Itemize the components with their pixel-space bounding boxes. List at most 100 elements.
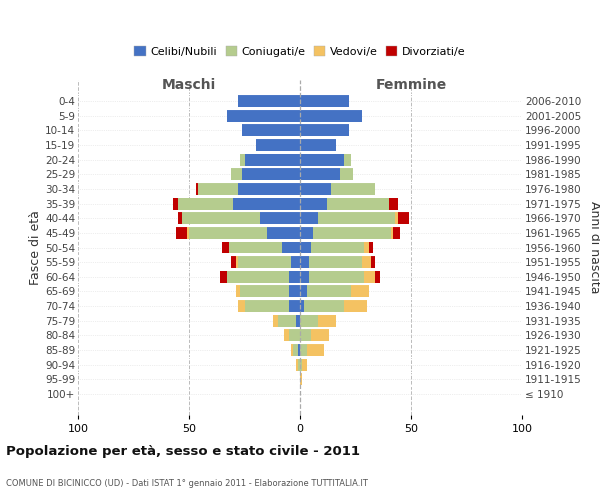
Bar: [231, 256, 236, 268]
Text: COMUNE DI BICINICCO (UD) - Dati ISTAT 1° gennaio 2011 - Elaborazione TUTTITALIA.: COMUNE DI BICINICCO (UD) - Dati ISTAT 1°…: [6, 479, 368, 488]
Bar: [300, 330, 311, 342]
Bar: [300, 286, 307, 298]
Bar: [300, 95, 349, 107]
Bar: [369, 242, 373, 254]
Bar: [318, 212, 395, 224]
Bar: [318, 314, 335, 326]
Bar: [393, 227, 400, 239]
Bar: [266, 227, 300, 239]
Bar: [300, 344, 307, 356]
Y-axis label: Fasce di età: Fasce di età: [29, 210, 42, 285]
Bar: [198, 183, 238, 195]
Bar: [236, 256, 238, 268]
Bar: [300, 373, 302, 385]
Bar: [284, 330, 289, 342]
Bar: [331, 183, 376, 195]
Y-axis label: Anni di nascita: Anni di nascita: [588, 201, 600, 294]
Bar: [240, 286, 289, 298]
Bar: [189, 227, 266, 239]
Bar: [238, 256, 291, 268]
Bar: [300, 300, 304, 312]
Bar: [182, 212, 260, 224]
Bar: [227, 271, 289, 283]
Bar: [309, 256, 362, 268]
Bar: [196, 183, 198, 195]
Bar: [389, 198, 398, 209]
Bar: [300, 124, 349, 136]
Bar: [227, 110, 300, 122]
Bar: [300, 358, 302, 370]
Text: Popolazione per età, sesso e stato civile - 2011: Popolazione per età, sesso e stato civil…: [6, 445, 360, 458]
Bar: [282, 242, 300, 254]
Bar: [233, 198, 300, 209]
Bar: [291, 256, 300, 268]
Bar: [245, 154, 300, 166]
Bar: [300, 256, 309, 268]
Bar: [311, 330, 329, 342]
Bar: [178, 198, 233, 209]
Bar: [300, 227, 313, 239]
Bar: [229, 242, 282, 254]
Bar: [398, 212, 409, 224]
Bar: [351, 286, 369, 298]
Bar: [176, 227, 187, 239]
Bar: [300, 154, 344, 166]
Bar: [344, 300, 367, 312]
Bar: [300, 314, 318, 326]
Text: Maschi: Maschi: [162, 78, 216, 92]
Bar: [289, 300, 300, 312]
Bar: [289, 271, 300, 283]
Bar: [187, 227, 189, 239]
Bar: [289, 286, 300, 298]
Bar: [344, 154, 351, 166]
Bar: [307, 286, 351, 298]
Text: Femmine: Femmine: [376, 78, 446, 92]
Bar: [326, 198, 389, 209]
Bar: [296, 358, 298, 370]
Bar: [300, 110, 362, 122]
Bar: [300, 242, 311, 254]
Bar: [242, 124, 300, 136]
Bar: [236, 286, 240, 298]
Legend: Celibi/Nubili, Coniugati/e, Vedovi/e, Divorziati/e: Celibi/Nubili, Coniugati/e, Vedovi/e, Di…: [130, 42, 470, 62]
Bar: [300, 212, 318, 224]
Bar: [300, 198, 326, 209]
Bar: [240, 154, 245, 166]
Bar: [362, 256, 371, 268]
Bar: [391, 227, 393, 239]
Bar: [242, 168, 300, 180]
Bar: [256, 139, 300, 151]
Bar: [340, 168, 353, 180]
Bar: [293, 344, 298, 356]
Bar: [298, 344, 300, 356]
Bar: [309, 271, 364, 283]
Bar: [231, 168, 242, 180]
Bar: [178, 212, 182, 224]
Bar: [173, 198, 178, 209]
Bar: [260, 212, 300, 224]
Bar: [238, 300, 245, 312]
Bar: [364, 271, 376, 283]
Bar: [300, 168, 340, 180]
Bar: [296, 314, 300, 326]
Bar: [289, 330, 300, 342]
Bar: [302, 358, 307, 370]
Bar: [364, 242, 369, 254]
Bar: [300, 139, 335, 151]
Bar: [307, 344, 325, 356]
Bar: [220, 271, 227, 283]
Bar: [304, 300, 344, 312]
Bar: [222, 242, 229, 254]
Bar: [245, 300, 289, 312]
Bar: [371, 256, 376, 268]
Bar: [300, 271, 309, 283]
Bar: [278, 314, 296, 326]
Bar: [313, 227, 391, 239]
Bar: [274, 314, 278, 326]
Bar: [291, 344, 293, 356]
Bar: [395, 212, 398, 224]
Bar: [300, 183, 331, 195]
Bar: [376, 271, 380, 283]
Bar: [238, 183, 300, 195]
Bar: [298, 358, 300, 370]
